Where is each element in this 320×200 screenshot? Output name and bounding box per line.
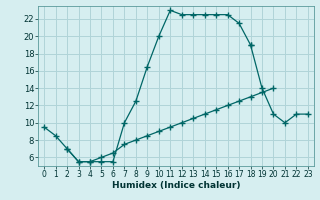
X-axis label: Humidex (Indice chaleur): Humidex (Indice chaleur) [112,181,240,190]
